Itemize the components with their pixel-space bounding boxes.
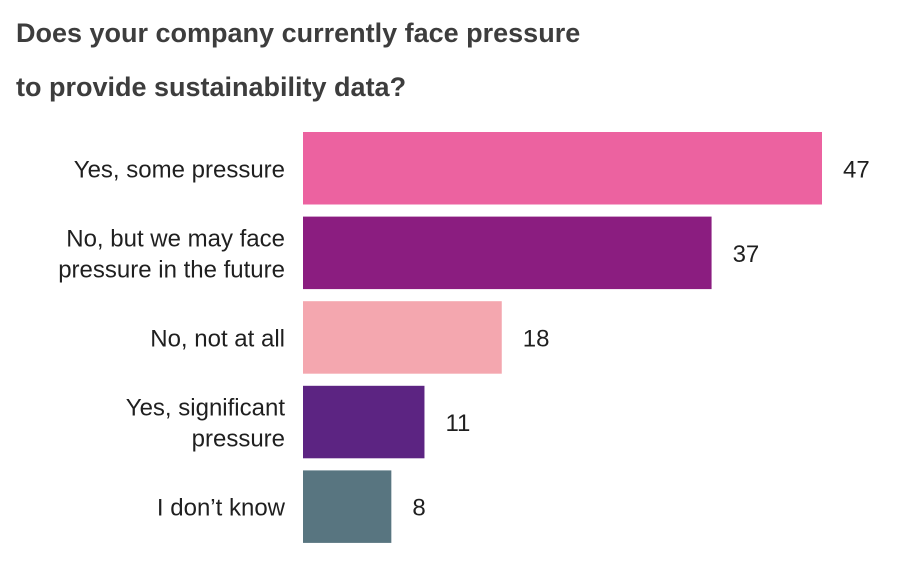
category-label-4-0: I don’t know — [157, 495, 286, 522]
data-label-2: 18 — [523, 325, 550, 352]
bar-4 — [303, 470, 392, 543]
chart-title: Does your company currently face pressur… — [16, 6, 696, 114]
data-label-1: 37 — [733, 241, 760, 268]
bar-3 — [303, 385, 425, 459]
category-label-3-0: Yes, significant — [126, 395, 286, 422]
chart-title-line-2: to provide sustainability data? — [16, 72, 407, 102]
chart-title-line-1: Does your company currently face pressur… — [16, 18, 581, 48]
category-label-0-0: Yes, some pressure — [74, 156, 285, 183]
data-label-4: 8 — [412, 495, 425, 522]
bar-0 — [303, 132, 822, 205]
category-label-1-0: No, but we may face — [66, 225, 285, 252]
bar-2 — [303, 301, 502, 374]
category-label-2-0: No, not at all — [150, 325, 285, 352]
category-label-1-1: pressure in the future — [58, 256, 285, 283]
data-label-0: 47 — [843, 156, 870, 183]
bar-1 — [303, 216, 712, 290]
data-label-3: 11 — [445, 410, 470, 437]
category-label-3-1: pressure — [192, 426, 285, 453]
